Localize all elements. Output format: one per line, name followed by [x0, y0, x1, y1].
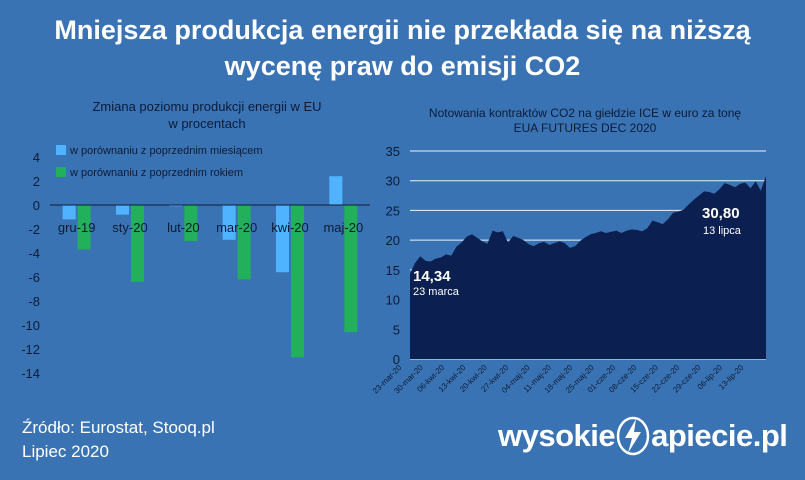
bar-monthly	[169, 205, 183, 207]
y-tick-label: -8	[28, 294, 40, 309]
bar-yearly	[291, 205, 304, 358]
annotation-end-date: 13 lipca	[703, 225, 742, 237]
brand-logo: wysokie apiecie.pl	[498, 416, 788, 456]
bar-yearly	[184, 205, 198, 241]
bar-monthly	[222, 205, 236, 240]
bar-monthly	[276, 205, 289, 273]
y-tick-label: 10	[386, 293, 400, 308]
y-tick-label: 25	[386, 203, 400, 218]
bar-yearly	[77, 205, 91, 250]
category-label: mar-20	[216, 220, 257, 235]
chart-title-line-1: Mniejsza produkcja energii nie przekłada…	[54, 15, 751, 45]
annotation-start-date: 23 marca	[413, 286, 460, 298]
y-tick-label: 4	[33, 150, 40, 165]
chart-title-line-2: wycenę praw do emisji CO2	[224, 51, 581, 81]
bar-chart-subtitle-line-1: Zmiana poziomu produkcji energii w EU	[92, 99, 322, 114]
y-tick-label: 20	[386, 233, 400, 248]
y-tick-label: -10	[21, 318, 40, 333]
y-tick-label: -6	[28, 270, 40, 285]
bar-monthly	[116, 205, 129, 215]
source-note: Źródło: Eurostat, Stooq.pl	[22, 418, 215, 437]
area-chart-subtitle-line-1: Notowania kontraktów CO2 na giełdzie ICE…	[428, 106, 742, 120]
area-series	[410, 176, 766, 359]
y-tick-label: -12	[21, 342, 40, 357]
y-tick-label: -4	[28, 246, 40, 261]
category-label: maj-20	[323, 220, 363, 235]
category-label: gru-19	[58, 220, 96, 235]
legend-swatch	[56, 145, 66, 155]
area-chart-subtitle: Notowania kontraktów CO2 na giełdzie ICE…	[385, 106, 785, 136]
bar-yearly	[344, 205, 358, 333]
bar-yearly	[131, 205, 144, 282]
logo-text-right: apiecie.pl	[651, 418, 788, 453]
y-tick-label: 15	[386, 263, 400, 278]
logo-text-left: wysokie	[498, 418, 616, 453]
legend-label: w porównaniu z poprzednim rokiem	[69, 167, 243, 179]
y-tick-label: 0	[33, 198, 40, 213]
legend-label: w porównaniu z poprzednim miesiącem	[69, 145, 263, 157]
y-tick-label: -2	[28, 222, 40, 237]
y-tick-label: 5	[393, 322, 400, 337]
area-chart-subtitle-line-2: EUA FUTURES DEC 2020	[513, 121, 657, 135]
y-tick-label: 35	[386, 144, 400, 159]
bar-monthly	[62, 205, 76, 220]
y-tick-label: -14	[21, 366, 40, 381]
category-label: kwi-20	[271, 220, 309, 235]
annotation-start-value: 14,34	[413, 268, 451, 285]
bar-monthly	[329, 176, 343, 205]
legend-swatch	[56, 167, 66, 177]
bar-chart-subtitle: Zmiana poziomu produkcji energii w EU w …	[22, 98, 392, 132]
category-label: lut-20	[167, 220, 200, 235]
category-label: sty-20	[112, 220, 147, 235]
lightning-bolt-icon	[616, 416, 650, 456]
y-tick-label: 2	[33, 174, 40, 189]
y-tick-label: 30	[386, 174, 400, 189]
bar-chart-subtitle-line-2: w procentach	[168, 116, 246, 131]
bar-yearly	[237, 205, 251, 280]
date-note: Lipiec 2020	[22, 442, 109, 461]
annotation-end-value: 30,80	[702, 205, 740, 222]
y-tick-label: 0	[393, 352, 400, 367]
